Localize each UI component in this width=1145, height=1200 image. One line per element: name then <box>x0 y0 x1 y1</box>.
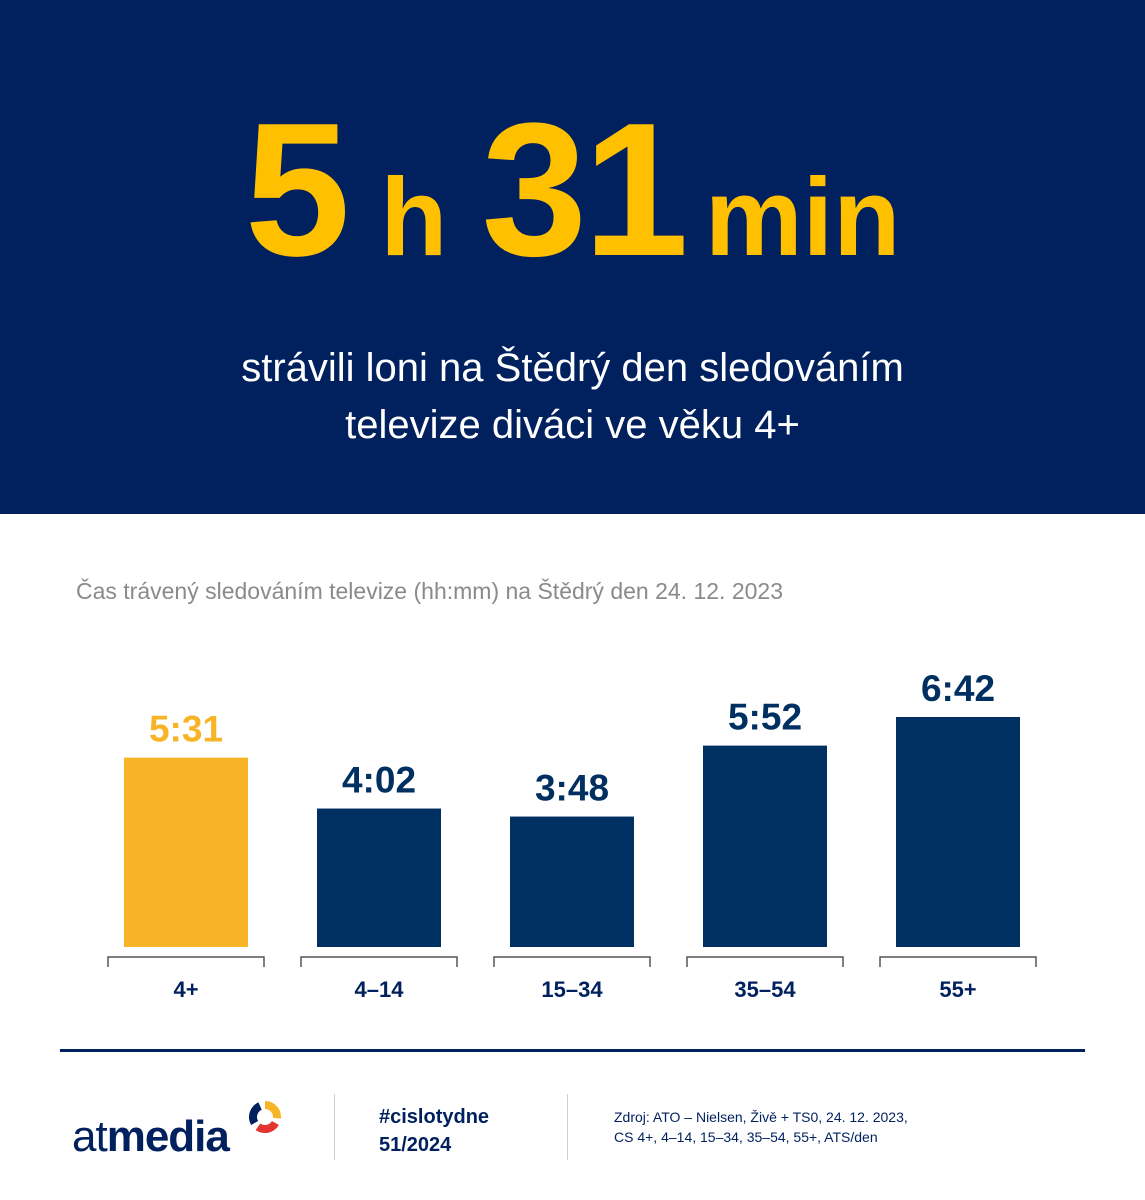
bar-35–54 <box>703 745 827 947</box>
hashtag-text: #cislotydne <box>379 1106 490 1128</box>
bar-4+ <box>124 757 248 947</box>
headline-subtitle: strávili loni na Štědrý den sledováním t… <box>0 340 1145 454</box>
logo-wordmark: atmedia <box>72 1112 230 1161</box>
value-label: 4:02 <box>342 760 416 801</box>
subtitle-line-2: televize diváci ve věku 4+ <box>345 403 800 447</box>
source-note: Zdroj: ATO – Nielsen, Živě + TS0, 24. 12… <box>614 1107 908 1147</box>
logo-ring-icon <box>249 1101 281 1133</box>
bar-15–34 <box>510 816 634 947</box>
value-label: 5:31 <box>149 709 223 750</box>
value-label: 6:42 <box>921 668 995 709</box>
source-line-1: Zdroj: ATO – Nielsen, Živě + TS0, 24. 12… <box>614 1109 908 1125</box>
week-number: 51/2024 <box>379 1134 452 1156</box>
logo-wordmark-bold: media <box>106 1112 230 1161</box>
logo-wordmark-light: at <box>72 1112 108 1161</box>
headline-figure: 5 h 31 min <box>0 95 1145 285</box>
category-label: 4+ <box>173 977 198 1002</box>
category-bracket <box>879 956 1037 967</box>
footer-divider <box>60 1049 1085 1052</box>
source-line-2: CS 4+, 4–14, 15–34, 35–54, 55+, ATS/den <box>614 1129 878 1145</box>
hashtag-block: #cislotydne 51/2024 <box>379 1103 489 1159</box>
category-bracket <box>686 956 844 967</box>
category-label: 4–14 <box>355 977 405 1002</box>
category-label: 55+ <box>939 977 976 1002</box>
value-label: 5:52 <box>728 697 802 738</box>
headline-hours: 5 <box>244 84 351 296</box>
hero-banner: 5 h 31 min strávili loni na Štědrý den sled… <box>0 0 1145 514</box>
bar-55+ <box>896 717 1020 947</box>
category-label: 35–54 <box>734 977 796 1002</box>
subtitle-line-1: strávili loni na Štědrý den sledováním <box>241 346 904 390</box>
value-label: 3:48 <box>535 768 609 809</box>
footer-separator-2 <box>567 1094 568 1160</box>
atmedia-logo: atmedia <box>72 1101 292 1162</box>
category-bracket <box>300 956 458 967</box>
category-bracket <box>493 956 651 967</box>
category-bracket <box>107 956 265 967</box>
bar-chart: 5:31 4+ 4:02 4–14 3:48 15–34 5:52 35–54 6:42 55+ <box>107 668 1037 1002</box>
bar-4–14 <box>317 808 441 947</box>
headline-hours-unit: h <box>380 156 448 279</box>
headline-minutes-unit: min <box>704 156 901 279</box>
chart-title: Čas trávený sledováním televize (hh:mm) … <box>76 578 783 604</box>
headline-minutes: 31 <box>481 84 688 296</box>
footer-separator-1 <box>334 1094 335 1160</box>
category-label: 15–34 <box>541 977 603 1002</box>
